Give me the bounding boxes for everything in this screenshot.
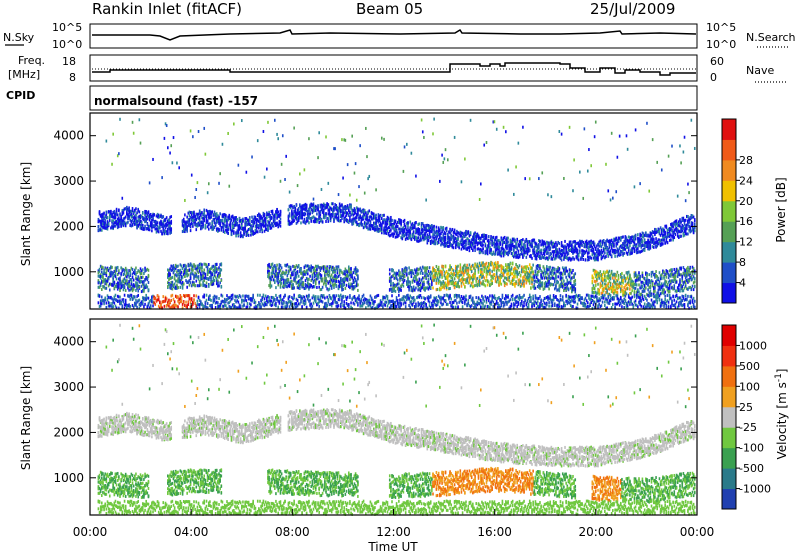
colorbar-swatch bbox=[722, 119, 736, 140]
colorbar-swatch bbox=[722, 345, 736, 367]
colorbar-swatch bbox=[722, 447, 736, 469]
x-tick-label: 12:00 bbox=[376, 525, 411, 539]
power-colorbar: 4 8 12 16 20 24 28 bbox=[721, 118, 753, 304]
power-colorbar-tick: 28 bbox=[739, 154, 753, 167]
y-tick-label: 3000 bbox=[53, 380, 84, 394]
power-ylabel: Slant Range [km] bbox=[19, 162, 33, 266]
y-tick-label: 4000 bbox=[53, 335, 84, 349]
colorbar-swatch bbox=[722, 427, 736, 449]
freq-tick-high: 18 bbox=[62, 55, 76, 68]
nsearch-label: N.Search bbox=[746, 31, 796, 44]
x-tick-label: 00:00 bbox=[73, 525, 108, 539]
nave-tick-low: 0 bbox=[710, 71, 717, 84]
colorbar-swatch bbox=[722, 325, 736, 346]
power-colorbar-tick: 20 bbox=[739, 195, 753, 208]
x-tick-label: 16:00 bbox=[477, 525, 512, 539]
nsky-label: N.Sky bbox=[3, 31, 35, 44]
nave-label: Nave bbox=[746, 64, 774, 77]
power-panel: 1000 2000 3000 4000 Slant Range [km] 4 8 12 16… bbox=[19, 112, 788, 310]
velocity-colorbar-tick: -100 bbox=[739, 442, 764, 455]
power-echoes bbox=[97, 117, 696, 310]
cpid-text: normalsound (fast) -157 bbox=[94, 94, 258, 108]
colorbar-swatch bbox=[722, 365, 736, 387]
power-colorbar-label: Power [dB] bbox=[774, 177, 788, 242]
velocity-panel: 1000 2000 3000 4000 Slant Range [km] 1000 50… bbox=[19, 318, 789, 516]
freq-label: Freq. bbox=[18, 54, 45, 67]
cpid-label: CPID bbox=[6, 89, 35, 102]
colorbar-swatch bbox=[722, 386, 736, 408]
velocity-colorbar-tick: -25 bbox=[739, 421, 757, 434]
power-colorbar-tick: 12 bbox=[739, 236, 753, 249]
frequency-panel: Freq. [MHz] 18 8 60 0 Nave bbox=[8, 54, 788, 84]
y-tick-label: 2000 bbox=[53, 219, 84, 233]
beam-title: Beam 05 bbox=[356, 0, 424, 18]
x-tick-label: 04:00 bbox=[174, 525, 209, 539]
nsky-trace bbox=[92, 28, 697, 41]
colorbar-swatch bbox=[722, 241, 736, 263]
colorbar-swatch bbox=[722, 406, 736, 428]
freq-trace bbox=[92, 62, 696, 76]
velocity-colorbar-tick: 500 bbox=[739, 360, 760, 373]
nsky-tick-low: 10^0 bbox=[52, 38, 82, 51]
y-tick-label: 3000 bbox=[53, 174, 84, 188]
power-colorbar-tick: 16 bbox=[739, 215, 753, 228]
date-title: 25/Jul/2009 bbox=[590, 0, 676, 18]
velocity-colorbar-tick: 100 bbox=[739, 380, 760, 393]
nave-tick-high: 60 bbox=[710, 55, 724, 68]
y-tick-label: 2000 bbox=[53, 425, 84, 439]
colorbar-swatch bbox=[722, 159, 736, 181]
velocity-colorbar-label: Velocity [m s-1] bbox=[774, 369, 789, 460]
y-tick-label: 1000 bbox=[53, 471, 84, 485]
colorbar-swatch bbox=[722, 282, 736, 304]
velocity-colorbar-tick: -500 bbox=[739, 462, 764, 475]
x-tick-label: 00:00 bbox=[680, 525, 715, 539]
velocity-echoes bbox=[97, 323, 696, 516]
velocity-colorbar: 1000 500 100 25 -25 -100 -500 -1000 bbox=[721, 324, 771, 510]
colorbar-swatch bbox=[722, 221, 736, 243]
cpid-panel bbox=[89, 85, 698, 111]
velocity-colorbar-tick: 25 bbox=[739, 401, 753, 414]
time-axis-label: Time UT bbox=[367, 540, 418, 554]
freq-tick-low: 8 bbox=[69, 71, 76, 84]
time-axis: 00:00 04:00 08:00 12:00 16:00 20:00 00:00 bbox=[73, 303, 715, 539]
noise-panel: N.Sky 10^5 10^0 10^5 10^0 N.Search bbox=[3, 21, 796, 51]
power-colorbar-tick: 24 bbox=[739, 174, 753, 187]
nsearch-tick-high: 10^5 bbox=[706, 21, 736, 34]
colorbar-swatch bbox=[722, 488, 736, 510]
station-title: Rankin Inlet (fitACF) bbox=[92, 0, 243, 18]
nsky-tick-high: 10^5 bbox=[52, 21, 82, 34]
nsearch-tick-low: 10^0 bbox=[706, 38, 736, 51]
x-tick-label: 20:00 bbox=[579, 525, 614, 539]
velocity-colorbar-tick: -1000 bbox=[739, 483, 771, 496]
colorbar-swatch bbox=[722, 180, 736, 202]
y-tick-label: 1000 bbox=[53, 265, 84, 279]
power-colorbar-tick: 8 bbox=[739, 256, 746, 269]
velocity-colorbar-tick: 1000 bbox=[739, 339, 767, 352]
y-tick-label: 4000 bbox=[53, 129, 84, 143]
velocity-ylabel: Slant Range [km] bbox=[19, 366, 33, 470]
colorbar-swatch bbox=[722, 262, 736, 284]
freq-unit-label: [MHz] bbox=[8, 68, 40, 81]
x-tick-label: 08:00 bbox=[275, 525, 310, 539]
colorbar-swatch bbox=[722, 200, 736, 222]
power-colorbar-tick: 4 bbox=[739, 277, 746, 290]
colorbar-swatch bbox=[722, 468, 736, 490]
colorbar-swatch bbox=[722, 139, 736, 161]
